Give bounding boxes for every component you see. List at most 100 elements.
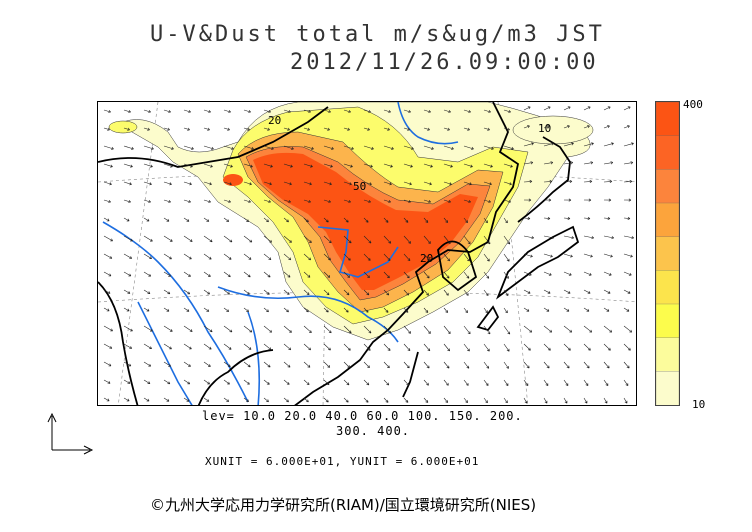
wind-vector <box>283 163 293 168</box>
wind-vector <box>323 253 331 261</box>
wind-vector <box>203 163 213 168</box>
wind-vector <box>463 253 470 262</box>
wind-vector <box>543 397 548 404</box>
wind-vector <box>603 253 613 258</box>
wind-vector <box>503 361 509 369</box>
contour-label: 10 <box>538 122 551 135</box>
wind-vector <box>483 109 491 113</box>
wind-vector <box>103 343 113 349</box>
wind-vector <box>223 343 232 350</box>
wind-vector <box>383 109 391 113</box>
wind-vector <box>583 106 591 111</box>
wind-vector <box>103 181 112 186</box>
wind-vector <box>443 325 451 334</box>
wind-vector <box>263 181 272 186</box>
wind-vector <box>403 163 413 168</box>
wind-vector <box>543 271 552 276</box>
wind-vector <box>223 199 231 203</box>
wind-vector <box>123 379 131 384</box>
wind-vector <box>123 217 130 222</box>
wind-vector <box>203 199 211 203</box>
wind-vector <box>443 361 450 369</box>
wind-vector <box>203 361 211 367</box>
wind-vector <box>543 307 550 312</box>
wind-vector <box>343 181 352 186</box>
wind-vector <box>443 271 450 279</box>
wind-vector <box>183 361 191 367</box>
wind-vector <box>263 163 273 168</box>
wind-vector <box>223 127 230 131</box>
wind-vector <box>243 145 254 150</box>
wind-vector <box>503 289 509 296</box>
copyright-text: ©九州大学応用力学研究所(RIAM)/国立環境研究所(NIES) <box>150 496 537 514</box>
wind-vector <box>623 379 629 386</box>
wind-vector <box>223 361 231 368</box>
wind-vector <box>123 253 133 259</box>
wind-vector <box>483 307 488 314</box>
wind-vector <box>543 216 551 220</box>
wind-vector <box>363 253 371 261</box>
contour-label: 20 <box>420 252 433 265</box>
wind-vector <box>463 289 469 296</box>
wind-vector <box>523 397 528 404</box>
wind-vector <box>263 271 271 278</box>
wind-vector <box>163 109 171 113</box>
wind-vector <box>123 163 133 168</box>
wind-vector <box>263 379 270 385</box>
wind-vector <box>263 325 272 333</box>
wind-vector <box>263 307 269 313</box>
wind-vector <box>623 216 631 220</box>
wind-vector <box>203 109 211 113</box>
wind-vector <box>263 253 272 260</box>
wind-vector <box>263 199 271 203</box>
wind-vector <box>483 253 490 262</box>
wind-vector <box>423 145 434 150</box>
wind-vector <box>303 343 311 351</box>
wind-vector <box>183 307 190 312</box>
wind-vector <box>103 109 111 113</box>
rivers <box>102 102 459 405</box>
wind-vector <box>623 397 628 404</box>
wind-vector <box>363 235 372 244</box>
wind-vector <box>403 145 414 150</box>
wind-vector <box>303 199 311 203</box>
wind-vector <box>163 289 171 295</box>
wind-vector <box>303 397 309 403</box>
wind-vector <box>523 271 532 276</box>
wind-vector <box>363 397 369 403</box>
wind-vector <box>603 198 612 202</box>
wind-vector <box>563 271 572 276</box>
wind-vector <box>263 397 269 403</box>
wind-vector <box>363 325 372 334</box>
wind-vector <box>103 199 111 203</box>
wind-vector <box>243 325 253 333</box>
wind-vector <box>183 109 191 113</box>
wind-vector <box>303 325 312 333</box>
wind-vector <box>103 361 112 367</box>
wind-vector <box>183 379 191 385</box>
wind-vector <box>163 307 170 312</box>
wind-vector <box>143 145 154 150</box>
wind-vector <box>383 307 389 313</box>
wind-vector <box>323 181 332 186</box>
wind-vector <box>423 127 430 131</box>
wind-vector <box>283 379 290 385</box>
wind-vector <box>143 361 152 367</box>
wind-vector <box>383 361 390 369</box>
dust-plume <box>108 102 594 341</box>
wind-vector <box>123 199 131 203</box>
wind-vector <box>423 235 431 244</box>
wind-vector <box>103 163 113 168</box>
wind-vector <box>343 199 351 203</box>
wind-vector <box>383 127 390 131</box>
wind-vector <box>483 235 491 245</box>
wind-vector <box>463 145 474 150</box>
wind-vector <box>463 199 471 203</box>
wind-vector <box>483 271 490 279</box>
wind-vector <box>303 217 309 223</box>
wind-vector <box>463 343 470 352</box>
wind-vector <box>183 181 192 186</box>
axes-arrow-icon <box>47 412 94 455</box>
wind-vector <box>563 379 569 386</box>
wind-vector <box>603 142 614 147</box>
